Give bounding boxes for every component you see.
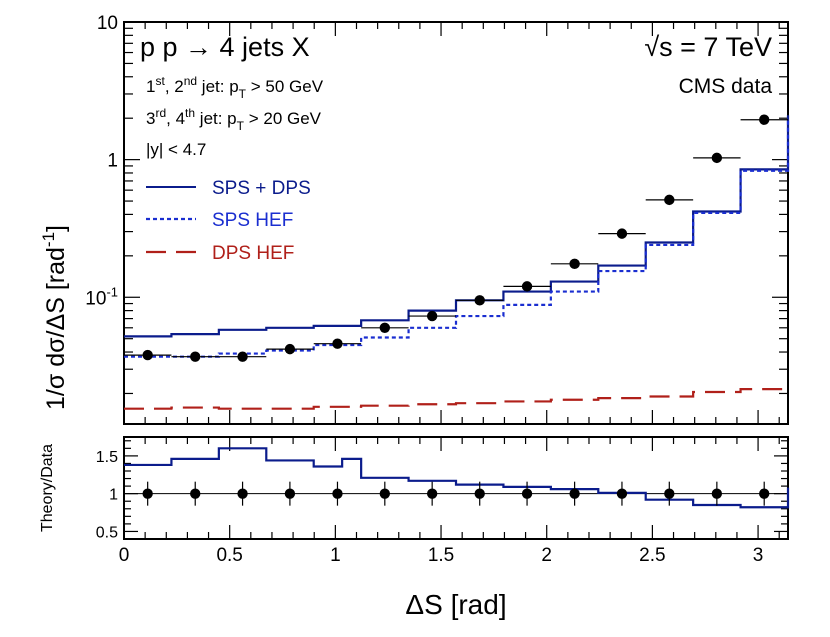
- ratio-y-axis-label: Theory/Data: [39, 444, 56, 532]
- ratio-data-point: [426, 488, 438, 499]
- legend: SPS + DPS SPS HEF DPS HEF: [146, 178, 311, 264]
- ratio-data-point: [332, 488, 343, 499]
- data-point: [664, 194, 675, 206]
- x-tick-label: 2: [541, 545, 552, 566]
- ratio-data-point: [379, 488, 391, 499]
- data-point: [711, 152, 723, 164]
- x-tick-label: 1.5: [428, 545, 454, 566]
- legend-label-dps-hef: DPS HEF: [212, 243, 294, 264]
- data-point: [379, 322, 391, 333]
- data-point: [284, 343, 296, 355]
- legend-label-sps-dps: SPS + DPS: [212, 178, 311, 199]
- data-point: [237, 351, 248, 362]
- ratio-y-tick-label: 1.5: [96, 449, 118, 466]
- jet-cut-2: 3rd, 4th jet: pT > 20 GeV: [146, 106, 322, 133]
- x-tick-label: 0: [119, 545, 130, 566]
- x-tick-label: 3: [753, 545, 764, 566]
- ratio-data-point: [664, 488, 675, 499]
- main-ticks: 10-1 1 10: [85, 13, 788, 424]
- energy-label: √s = 7 TeV: [644, 32, 772, 62]
- ratio-series-sps-dps: [124, 447, 790, 509]
- ratio-ticks: 0.511.50 0.5 1 1.5 2 2.5 3: [96, 437, 788, 566]
- main-panel: 10-1 1 10: [85, 13, 790, 425]
- ratio-data-point: [521, 488, 533, 499]
- ratio-data-point: [616, 488, 628, 499]
- x-tick-label: 2.5: [639, 545, 665, 566]
- y-tick-label: 10-1: [85, 284, 118, 309]
- ratio-data-point: [142, 488, 153, 499]
- ratio-data-point: [569, 488, 580, 499]
- ratio-data-point: [474, 488, 485, 499]
- ratio-panel: 0.511.50 0.5 1 1.5 2 2.5 3: [96, 436, 790, 566]
- ratio-data-point: [237, 488, 248, 499]
- ratio-y-tick-label: 1: [109, 487, 118, 504]
- data-point: [332, 338, 343, 349]
- y-tick-label: 1: [107, 151, 118, 172]
- x-tick-label: 1: [330, 545, 341, 566]
- series-2: [124, 385, 790, 410]
- ratio-frame: [123, 436, 789, 540]
- data-point: [474, 295, 485, 306]
- ratio-data-point: [284, 488, 296, 499]
- x-axis-label: ΔS [rad]: [405, 589, 506, 620]
- data-point: [521, 281, 533, 292]
- chart-title: p p → 4 jets X: [140, 32, 310, 62]
- x-tick-label: 0.5: [216, 545, 242, 566]
- main-frame: [123, 21, 789, 425]
- y-axis-label: 1/σ dσ/ΔS [rad-1]: [39, 225, 70, 410]
- ratio-data-point: [759, 488, 770, 499]
- y-tick-label: 10: [97, 13, 118, 34]
- ratio-data-point: [190, 488, 201, 499]
- ratio-y-tick-label: 0.5: [96, 524, 118, 541]
- series-1: [124, 118, 790, 358]
- data-point: [190, 351, 201, 362]
- ratio-series: [124, 447, 790, 509]
- data-point: [569, 258, 580, 270]
- main-data-points: [124, 114, 788, 362]
- data-point: [426, 310, 438, 322]
- data-point: [616, 228, 628, 239]
- ratio-data-points: [142, 481, 770, 506]
- data-label: CMS data: [679, 75, 773, 98]
- ratio-data-point: [711, 488, 723, 499]
- data-point: [142, 349, 153, 361]
- data-point: [759, 114, 770, 125]
- rapidity-cut: |y| < 4.7: [146, 140, 206, 159]
- legend-label-sps-hef: SPS HEF: [212, 210, 293, 231]
- jet-cut-1: 1st, 2nd jet: pT > 50 GeV: [146, 74, 324, 101]
